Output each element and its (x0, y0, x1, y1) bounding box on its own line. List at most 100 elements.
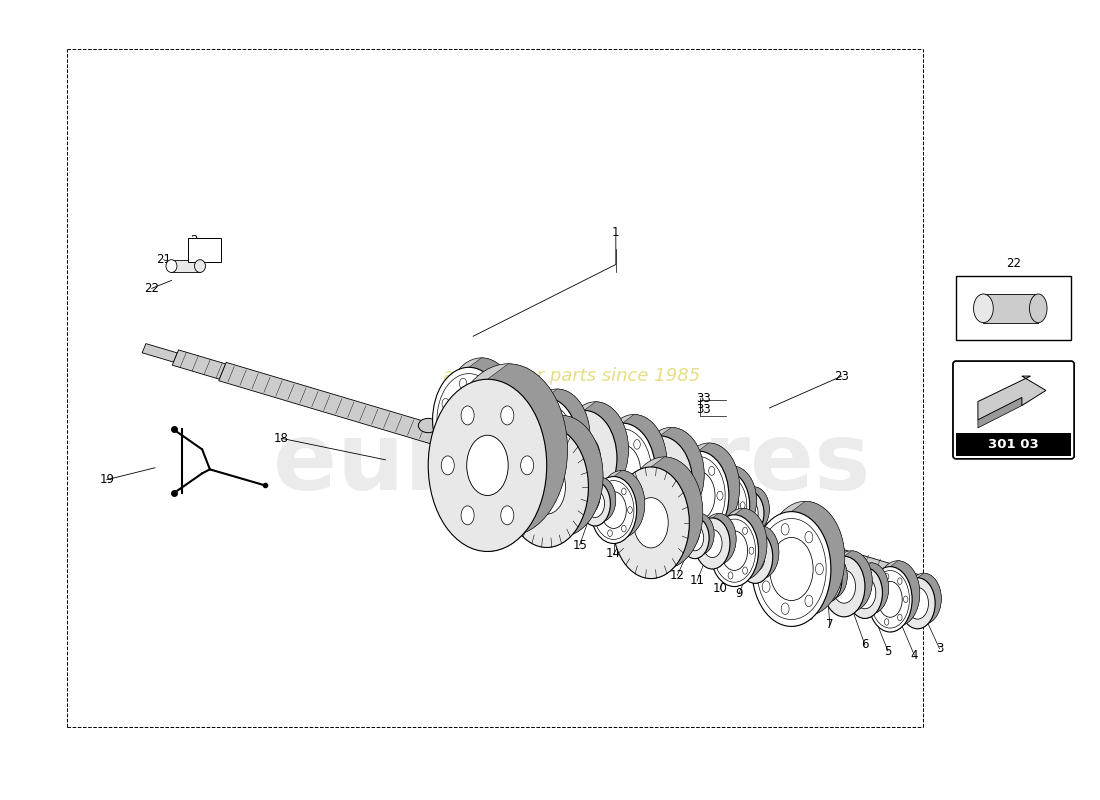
Ellipse shape (701, 514, 736, 565)
Polygon shape (713, 514, 736, 569)
Bar (956, 277, 1071, 340)
Ellipse shape (449, 391, 488, 449)
Polygon shape (695, 514, 714, 558)
Text: 8: 8 (805, 610, 813, 623)
Ellipse shape (805, 531, 813, 543)
Ellipse shape (873, 586, 878, 593)
Polygon shape (735, 508, 767, 586)
Ellipse shape (854, 563, 889, 614)
Ellipse shape (816, 554, 847, 598)
Ellipse shape (442, 431, 449, 442)
Ellipse shape (873, 606, 878, 613)
Ellipse shape (671, 456, 725, 535)
Text: 27: 27 (649, 494, 664, 507)
Ellipse shape (594, 429, 651, 513)
Ellipse shape (716, 558, 722, 566)
Ellipse shape (716, 536, 722, 543)
Ellipse shape (591, 477, 637, 543)
Ellipse shape (513, 398, 579, 494)
Bar (172, 260, 200, 273)
Ellipse shape (585, 490, 605, 518)
Polygon shape (756, 526, 779, 583)
Ellipse shape (739, 499, 758, 527)
Text: 301 03: 301 03 (988, 438, 1040, 451)
Ellipse shape (634, 440, 640, 449)
Text: 29: 29 (570, 470, 585, 483)
Ellipse shape (833, 570, 856, 603)
Ellipse shape (762, 546, 770, 557)
Polygon shape (978, 376, 1046, 420)
Ellipse shape (1030, 294, 1047, 322)
Polygon shape (680, 506, 701, 554)
Ellipse shape (521, 426, 528, 435)
Ellipse shape (868, 566, 912, 632)
Text: 3: 3 (936, 642, 943, 655)
Ellipse shape (598, 470, 645, 538)
Text: 12: 12 (670, 569, 685, 582)
Ellipse shape (460, 451, 466, 462)
Ellipse shape (854, 577, 876, 609)
Ellipse shape (757, 518, 826, 619)
Polygon shape (978, 398, 1022, 428)
Bar (956, 434, 1071, 456)
Ellipse shape (695, 518, 730, 569)
Polygon shape (660, 427, 704, 530)
Ellipse shape (432, 367, 505, 473)
Ellipse shape (525, 389, 590, 485)
Bar (188, 238, 221, 262)
Ellipse shape (585, 478, 616, 522)
Ellipse shape (746, 542, 764, 571)
Text: 6: 6 (861, 638, 869, 651)
Ellipse shape (690, 460, 696, 470)
Ellipse shape (638, 427, 704, 522)
Ellipse shape (580, 482, 611, 526)
Ellipse shape (621, 526, 626, 532)
Text: a motor for parts since 1985: a motor for parts since 1985 (443, 367, 701, 385)
Ellipse shape (752, 512, 830, 626)
Text: 21: 21 (156, 253, 172, 266)
Ellipse shape (564, 476, 595, 520)
Text: 16: 16 (548, 532, 563, 546)
Ellipse shape (740, 502, 745, 509)
Text: 13: 13 (641, 561, 657, 574)
Ellipse shape (707, 512, 713, 519)
Ellipse shape (590, 423, 656, 518)
Ellipse shape (441, 456, 454, 475)
Ellipse shape (718, 508, 767, 580)
Ellipse shape (871, 570, 910, 628)
Ellipse shape (728, 572, 733, 579)
Polygon shape (507, 376, 551, 481)
Ellipse shape (734, 491, 764, 535)
Ellipse shape (749, 547, 754, 554)
Ellipse shape (770, 538, 813, 601)
Ellipse shape (898, 614, 902, 621)
Ellipse shape (713, 486, 739, 524)
Ellipse shape (675, 478, 682, 486)
Text: 26: 26 (692, 506, 706, 520)
Ellipse shape (642, 466, 649, 476)
Ellipse shape (679, 443, 739, 532)
Ellipse shape (781, 603, 789, 614)
Text: 30: 30 (531, 458, 547, 471)
Ellipse shape (442, 398, 449, 409)
Text: 1: 1 (612, 226, 619, 239)
Text: 20: 20 (627, 498, 642, 512)
Ellipse shape (704, 475, 747, 535)
Ellipse shape (734, 521, 739, 528)
Ellipse shape (884, 618, 889, 625)
Ellipse shape (446, 358, 518, 463)
Ellipse shape (607, 530, 613, 537)
Ellipse shape (685, 514, 714, 555)
Ellipse shape (702, 471, 750, 539)
Ellipse shape (607, 483, 613, 490)
Ellipse shape (481, 444, 488, 454)
Ellipse shape (900, 578, 935, 629)
Ellipse shape (719, 478, 724, 485)
Ellipse shape (461, 406, 474, 425)
Ellipse shape (681, 517, 710, 558)
Text: 2: 2 (189, 234, 197, 247)
Ellipse shape (570, 472, 601, 516)
Polygon shape (865, 563, 889, 618)
Ellipse shape (815, 563, 824, 574)
Ellipse shape (670, 518, 689, 546)
